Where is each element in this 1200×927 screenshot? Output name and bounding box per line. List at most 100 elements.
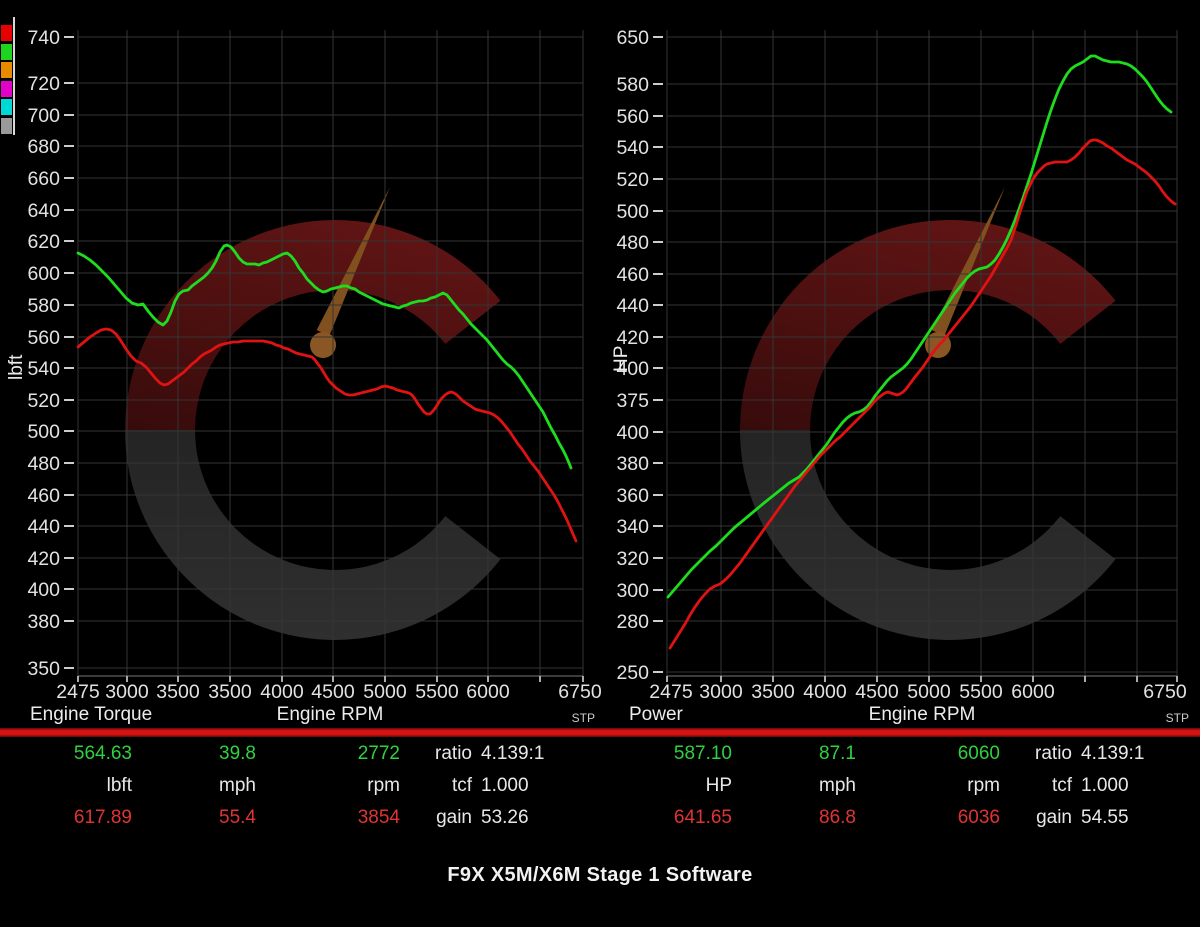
power-ratio-label: ratio bbox=[1035, 743, 1072, 764]
y-axis-tick-label: 500 bbox=[27, 421, 60, 443]
separator-bar bbox=[0, 728, 1200, 737]
x-axis-tick-label: 2475 bbox=[649, 681, 693, 703]
power-tcf-label: tcf bbox=[1051, 775, 1072, 796]
y-axis-tick-label: 650 bbox=[616, 27, 649, 49]
y-axis-tick-label: 520 bbox=[27, 390, 60, 412]
power-chart: 650 580 560 540 520 500 480 460 440 420 400 375 400 3… bbox=[611, 27, 1189, 725]
x-axis-tick-label: 2475 bbox=[56, 681, 100, 703]
torque-red-value: 617.89 bbox=[73, 807, 132, 828]
y-axis-tick-label: 300 bbox=[616, 580, 649, 602]
torque-axis-caption: Engine Torque bbox=[30, 704, 152, 725]
y-axis-tick-label: 340 bbox=[616, 516, 649, 538]
torque-units-row: lbft mph rpm tcf 1.000 bbox=[0, 770, 600, 802]
torque-red-mph: 55.4 bbox=[219, 807, 256, 828]
torque-red-run-curve bbox=[76, 327, 578, 543]
power-units-row: HP mph rpm tcf 1.000 bbox=[600, 770, 1200, 802]
y-axis-tick-label: 400 bbox=[616, 422, 649, 444]
x-axis-tick-label: 4000 bbox=[803, 681, 847, 703]
x-axis-tick-label: 3500 bbox=[751, 681, 795, 703]
x-axis-tick-label: 6750 bbox=[558, 681, 602, 703]
y-axis-tick-label: 700 bbox=[27, 105, 60, 127]
torque-readouts: 564.63 39.8 2772 ratio 4.139:1 lbft mph … bbox=[0, 738, 600, 836]
power-green-run-curve bbox=[666, 54, 1173, 599]
run-color-legend bbox=[0, 0, 20, 150]
y-axis-tick-label: 250 bbox=[616, 662, 649, 684]
y-axis-tick-label: 580 bbox=[616, 74, 649, 96]
power-red-run-row: 641.65 86.8 6036 gain 54.55 bbox=[600, 802, 1200, 834]
stp-correction-label: STP bbox=[1166, 711, 1189, 725]
x-axis-tick-label: 4500 bbox=[855, 681, 899, 703]
legend-swatch-run-color-magenta[interactable] bbox=[1, 80, 12, 97]
y-axis-tick-label: 420 bbox=[616, 327, 649, 349]
power-green-run-row: 587.10 87.1 6060 ratio 4.139:1 bbox=[600, 738, 1200, 770]
y-axis-tick-label: 400 bbox=[616, 358, 649, 380]
legend-swatch-run-color-red[interactable] bbox=[1, 25, 12, 41]
y-axis-tick-label: 620 bbox=[27, 231, 60, 253]
power-gain-label: gain bbox=[1036, 807, 1072, 828]
torque-mph-unit: mph bbox=[219, 775, 256, 796]
y-axis-tick-label: 500 bbox=[616, 201, 649, 223]
torque-green-mph: 39.8 bbox=[219, 743, 256, 764]
torque-green-run-curve bbox=[76, 243, 573, 470]
x-axis-tick-label: 6000 bbox=[1011, 681, 1055, 703]
engine-rpm-caption: Engine RPM bbox=[277, 704, 384, 725]
y-axis-tick-label: 720 bbox=[27, 73, 60, 95]
gauge-watermark-icon bbox=[775, 187, 1088, 605]
power-red-value: 641.65 bbox=[673, 807, 732, 828]
y-axis-tick-label: 380 bbox=[616, 453, 649, 475]
power-ratio-value: 4.139:1 bbox=[1081, 743, 1145, 764]
y-axis-tick-label: 350 bbox=[27, 658, 60, 680]
x-axis-tick-label: 5500 bbox=[959, 681, 1003, 703]
power-red-mph: 86.8 bbox=[819, 807, 856, 828]
x-axis-tick-label: 5000 bbox=[907, 681, 951, 703]
legend-swatch-run-color-cyan[interactable] bbox=[1, 99, 12, 115]
power-tcf-value: 1.000 bbox=[1081, 775, 1129, 796]
gauge-watermark-icon bbox=[160, 187, 473, 605]
torque-red-rpm: 3854 bbox=[357, 807, 400, 828]
torque-red-run-row: 617.89 55.4 3854 gain 53.26 bbox=[0, 802, 600, 834]
y-axis-tick-label: 660 bbox=[27, 168, 60, 190]
dyno-charts: 740 720 700 680 660 640 620 600 580 560 540 520 500 4… bbox=[6, 27, 1189, 725]
x-axis-tick-label: 4000 bbox=[260, 681, 304, 703]
power-green-rpm: 6060 bbox=[957, 743, 1000, 764]
x-axis-tick-label: 3000 bbox=[699, 681, 743, 703]
legend-swatch-run-color-gray[interactable] bbox=[1, 117, 12, 134]
torque-tcf-label: tcf bbox=[451, 775, 472, 796]
y-axis-tick-label: 600 bbox=[27, 263, 60, 285]
torque-chart: 740 720 700 680 660 640 620 600 580 560 540 520 500 4… bbox=[6, 27, 602, 725]
y-axis-tick-label: 380 bbox=[27, 611, 60, 633]
torque-gain-label: gain bbox=[436, 807, 472, 828]
y-axis-tick-label: 580 bbox=[27, 295, 60, 317]
y-axis-unit-label: lbft bbox=[6, 354, 27, 380]
chart-title: F9X X5M/X6M Stage 1 Software bbox=[447, 864, 753, 886]
power-green-mph: 87.1 bbox=[819, 743, 856, 764]
y-axis-tick-label: 420 bbox=[27, 548, 60, 570]
stp-correction-label: STP bbox=[572, 711, 595, 725]
power-mph-unit: mph bbox=[819, 775, 856, 796]
x-axis-tick-label: 3500 bbox=[156, 681, 200, 703]
torque-green-rpm: 2772 bbox=[357, 743, 400, 764]
y-axis-tick-label: 540 bbox=[27, 358, 60, 380]
y-axis-tick-label: 640 bbox=[27, 200, 60, 222]
power-gain-value: 54.55 bbox=[1081, 807, 1129, 828]
x-axis-tick-label: 3000 bbox=[105, 681, 149, 703]
y-axis-tick-label: 540 bbox=[616, 137, 649, 159]
power-rpm-unit: rpm bbox=[967, 775, 1000, 796]
data-readout-panel: 564.63 39.8 2772 ratio 4.139:1 lbft mph … bbox=[0, 738, 1200, 836]
torque-rpm-unit: rpm bbox=[367, 775, 400, 796]
y-axis-tick-label: 560 bbox=[27, 327, 60, 349]
legend-swatch-run-color-green[interactable] bbox=[1, 43, 12, 60]
y-axis-tick-label: 440 bbox=[616, 295, 649, 317]
power-readouts: 587.10 87.1 6060 ratio 4.139:1 HP mph rp… bbox=[600, 738, 1200, 836]
y-axis-tick-label: 460 bbox=[616, 264, 649, 286]
power-axis-caption: Power bbox=[629, 704, 684, 725]
y-axis-tick-label: 440 bbox=[27, 516, 60, 538]
power-red-run-curve bbox=[668, 138, 1177, 650]
torque-green-run-row: 564.63 39.8 2772 ratio 4.139:1 bbox=[0, 738, 600, 770]
y-axis-tick-label: 280 bbox=[616, 611, 649, 633]
legend-swatch-run-color-orange[interactable] bbox=[1, 62, 12, 78]
y-axis-unit-label: HP bbox=[611, 346, 632, 372]
x-axis-tick-label: 6000 bbox=[466, 681, 510, 703]
y-axis-tick-label: 560 bbox=[616, 106, 649, 128]
legend-divider-line bbox=[13, 17, 15, 135]
